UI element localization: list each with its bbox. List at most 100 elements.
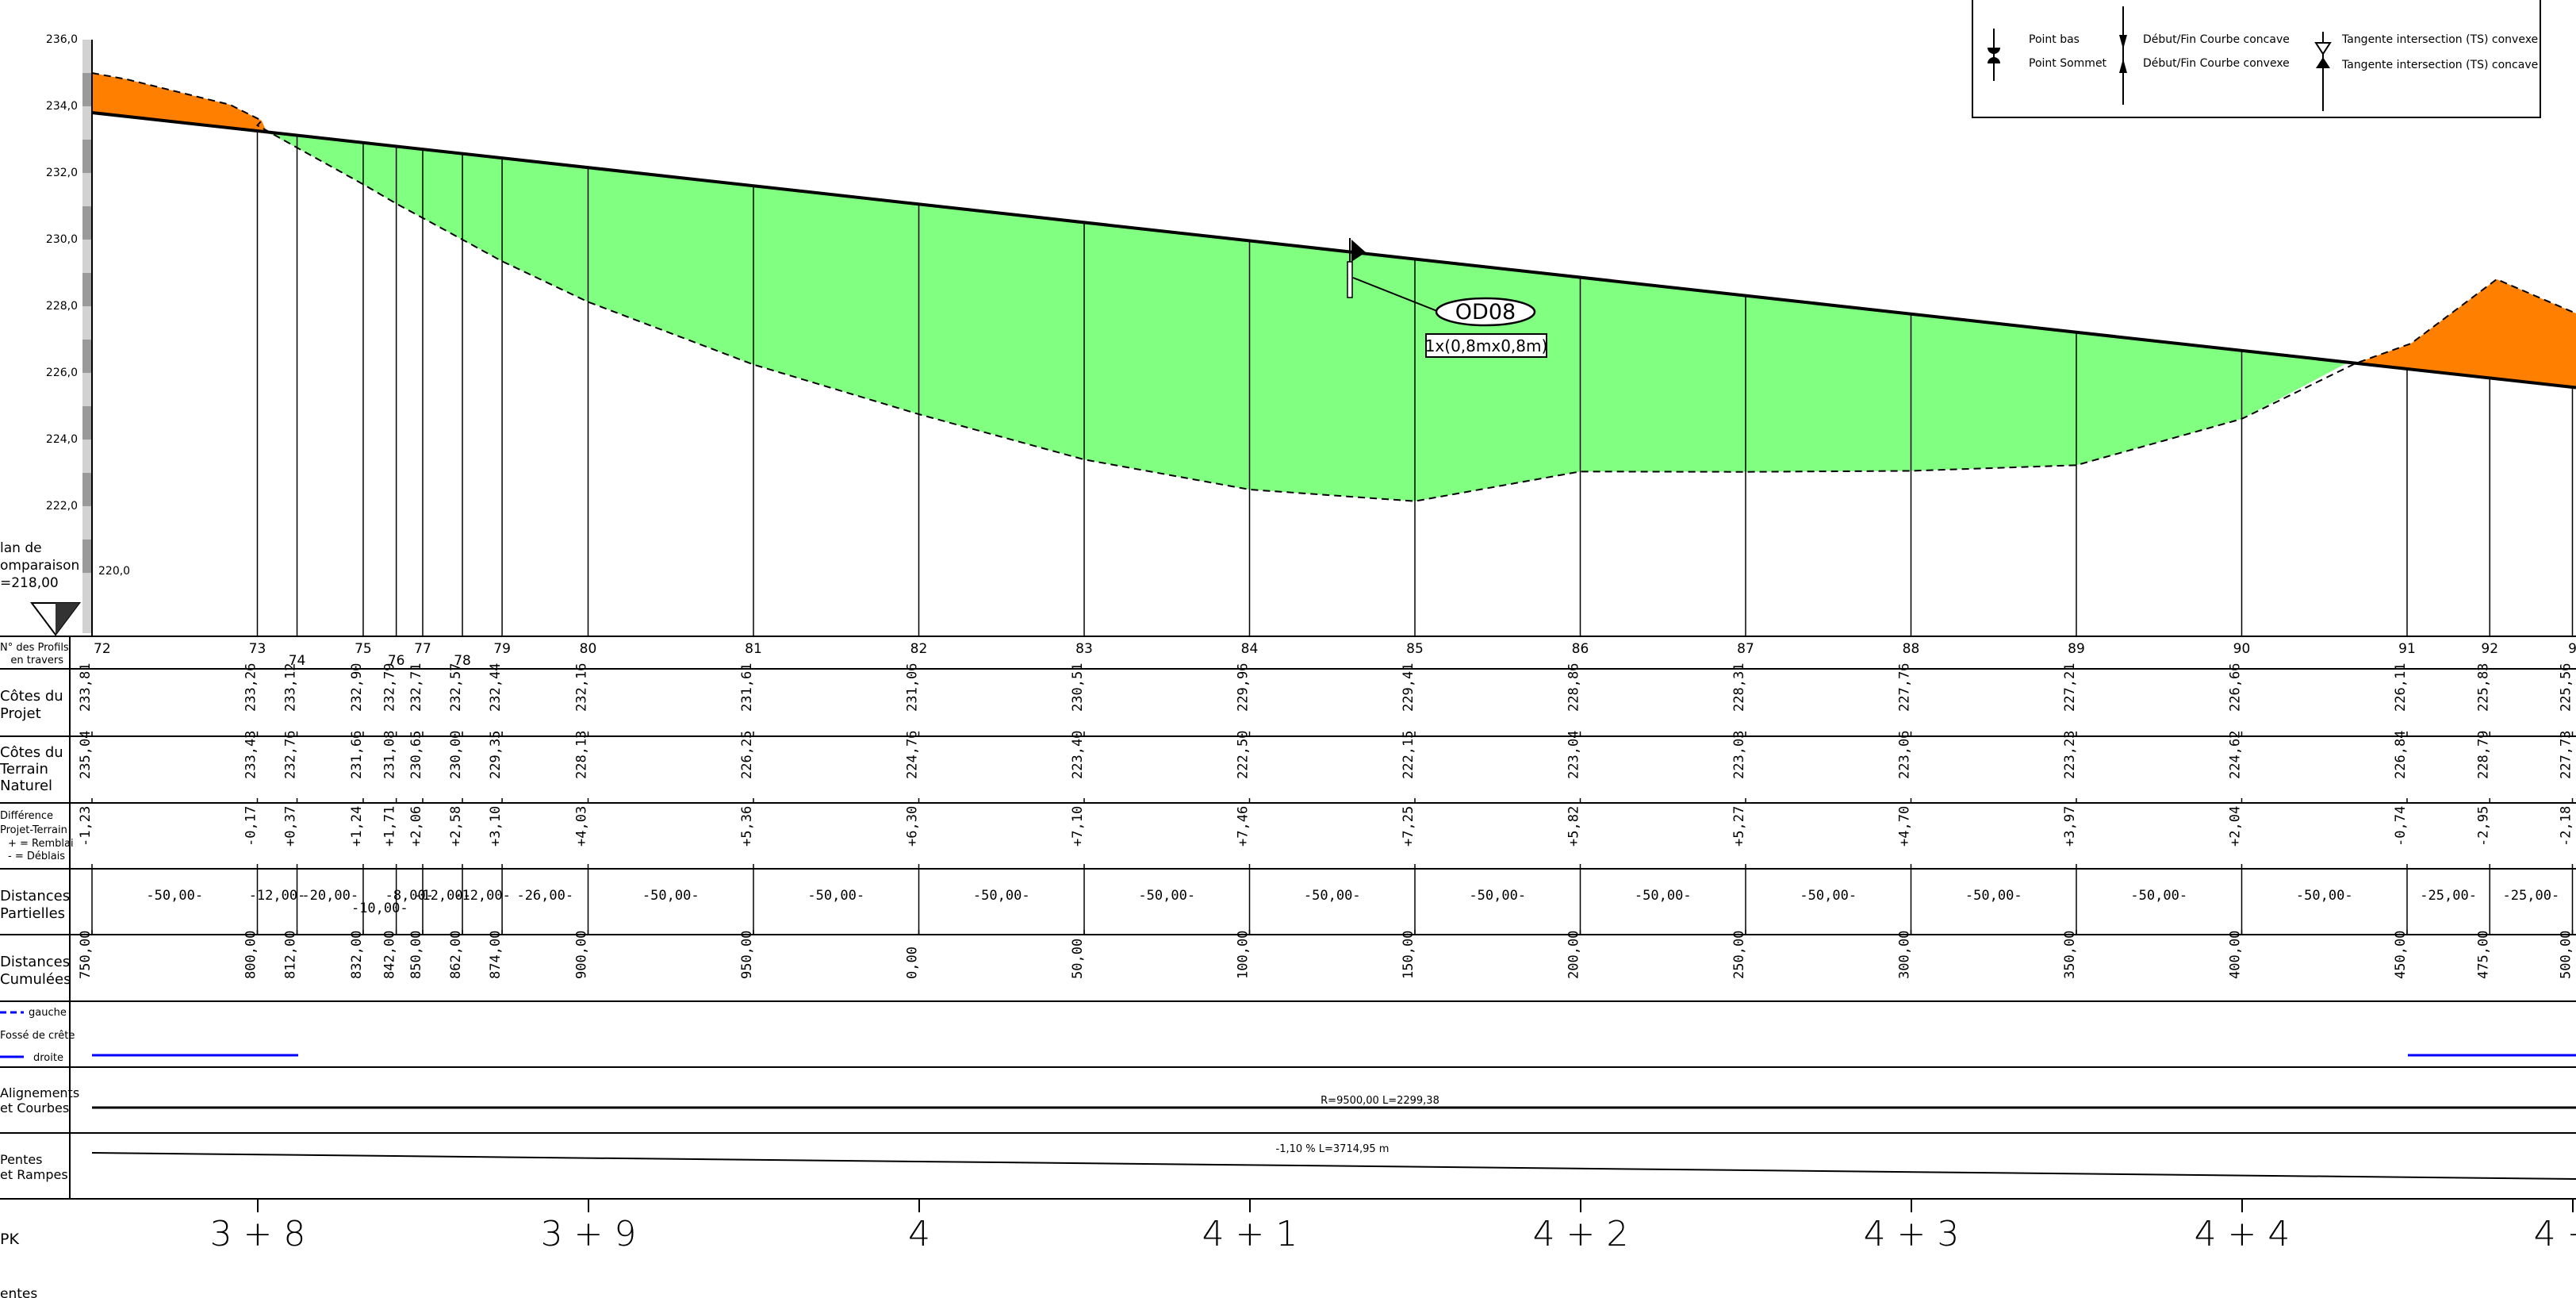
- partial-distance: -12,00-: [454, 888, 511, 904]
- row-label-projet: Projet: [0, 705, 41, 722]
- cell-projet: 228,31: [1731, 663, 1747, 712]
- cell-terrain: 235,04: [78, 731, 94, 779]
- profile-number: 83: [1075, 641, 1093, 657]
- earthworks-layer: [92, 73, 2576, 501]
- cell-projet: 231,06: [905, 663, 921, 712]
- structure-dims-box: [1425, 333, 1547, 358]
- partial-distance: -50,00-: [1138, 888, 1195, 904]
- cell-cumul: 842,00: [382, 931, 398, 979]
- cell-terrain: 223,06: [1897, 731, 1913, 779]
- profile-number: 87: [1737, 641, 1754, 657]
- profile-table-grid: [0, 636, 2576, 1200]
- partial-distance: -50,00-: [1965, 888, 2022, 904]
- cell-diff: -2,95: [2475, 806, 2491, 847]
- profile-number: 80: [580, 641, 597, 657]
- cell-diff: +3,10: [488, 806, 504, 847]
- cell-diff: +5,27: [1731, 806, 1747, 847]
- cell-terrain: 224,62: [2228, 731, 2244, 779]
- cell-cumul: 350,00: [2062, 931, 2078, 979]
- slope-label: -1,10 % L=3714,95 m: [1276, 1143, 1390, 1155]
- point-bas-icon: [1988, 48, 2000, 54]
- cell-projet: 227,21: [2062, 663, 2078, 712]
- cell-terrain: 228,79: [2475, 731, 2491, 779]
- partial-distance: -12,00-: [414, 888, 471, 904]
- cell-projet: 233,12: [283, 663, 299, 712]
- cell-terrain: 222,15: [1401, 731, 1416, 779]
- cell-terrain: 223,23: [2062, 731, 2078, 779]
- legend-ts-concave: Tangente intersection (TS) concave: [2341, 59, 2538, 71]
- cell-projet: 226,66: [2228, 663, 2244, 712]
- cell-terrain: 230,65: [408, 731, 424, 779]
- row-label-pk: PK: [0, 1231, 19, 1248]
- cell-projet: 226,11: [2393, 663, 2409, 712]
- ts-convexe-icon: [2314, 42, 2332, 56]
- partial-distance: -10,00-: [351, 901, 408, 916]
- cell-diff: +7,25: [1401, 806, 1416, 847]
- cell-cumul: 400,00: [2228, 931, 2244, 979]
- cell-diff: +7,10: [1070, 806, 1086, 847]
- partial-distance: -12,00-: [249, 888, 306, 904]
- profile-number: 75: [355, 641, 372, 657]
- cell-cumul: 832,00: [349, 931, 365, 979]
- cell-diff: +5,82: [1566, 806, 1582, 847]
- row-label-difference: - = Déblais: [8, 851, 65, 862]
- cell-cumul: 450,00: [2393, 931, 2409, 979]
- cell-diff: +2,58: [448, 806, 464, 847]
- profile-table: 72233,81235,04-1,23750,0073233,26233,43-…: [78, 641, 2576, 979]
- datum-triangle-fill: [56, 603, 79, 635]
- structure-label-ellipse: [1435, 297, 1536, 327]
- cell-projet: 232,16: [574, 663, 590, 712]
- cell-terrain: 223,04: [1566, 731, 1582, 779]
- cell-diff: +2,04: [2228, 806, 2244, 847]
- row-label-difference: Projet-Terrain: [0, 824, 67, 836]
- elevation-tick-label: 228,0: [46, 300, 78, 313]
- cell-diff: +4,70: [1897, 806, 1913, 847]
- profile-number: 92: [2481, 641, 2498, 657]
- cell-cumul: 200,00: [1566, 931, 1582, 979]
- elevation-scale: 236,0 234,0 232,0 230,0 228,0 226,0 224,…: [0, 33, 130, 636]
- elevation-tick-label: 234,0: [46, 100, 78, 113]
- partial-distance: -50,00-: [1800, 888, 1857, 904]
- cut-fill: [2348, 279, 2576, 388]
- cell-diff: -0,17: [243, 806, 259, 847]
- elevation-tick-label: 224,0: [46, 433, 78, 446]
- cell-diff: +6,30: [905, 806, 921, 847]
- comparison-plane-line: =218,00: [0, 575, 59, 591]
- cell-projet: 233,81: [78, 663, 94, 712]
- cell-projet: 232,57: [448, 663, 464, 712]
- row-label-profils: N° des Profils: [0, 642, 69, 654]
- profile-number: 81: [745, 641, 762, 657]
- cell-projet: 233,26: [243, 663, 259, 712]
- cell-terrain: 230,00: [448, 731, 464, 779]
- row-label-pentes: et Rampes: [0, 1167, 68, 1182]
- cell-diff: -0,74: [2393, 806, 2409, 847]
- cell-cumul: 950,00: [739, 931, 755, 979]
- row-label-cumulees: Cumulées: [0, 971, 71, 988]
- cell-cumul: 874,00: [488, 931, 504, 979]
- cell-projet: 232,79: [382, 663, 398, 712]
- cell-cumul: 862,00: [448, 931, 464, 979]
- legend-convexe: Début/Fin Courbe convexe: [2143, 57, 2290, 70]
- cell-diff: +4,03: [574, 806, 590, 847]
- profile-number: 90: [2233, 641, 2251, 657]
- cell-terrain: 226,84: [2393, 731, 2409, 779]
- cell-projet: 229,96: [1236, 663, 1252, 712]
- pk-label: 4 +: [2534, 1214, 2576, 1254]
- profile-lines: [91, 40, 2574, 636]
- row-label-pentes: Pentes: [0, 1152, 43, 1167]
- cell-projet: 230,51: [1070, 663, 1086, 712]
- row-label-alignements: Alignements: [0, 1085, 79, 1100]
- cell-diff: +3,97: [2062, 806, 2078, 847]
- comparison-plane-line: lan de: [0, 540, 42, 556]
- cell-cumul: 50,00: [1070, 939, 1086, 979]
- row-label-terrain: Naturel: [0, 778, 52, 794]
- cell-projet: 232,90: [349, 663, 365, 712]
- cell-cumul: 0,00: [905, 947, 921, 979]
- natural-terrain-line: [91, 72, 2576, 502]
- cell-terrain: 233,43: [243, 731, 259, 779]
- profile-number: 72: [94, 641, 111, 657]
- profile-number: 88: [1903, 641, 1920, 657]
- elevation-tick-label: 222,0: [46, 500, 78, 513]
- legend-ts-convexe: Tangente intersection (TS) convexe: [2341, 33, 2538, 46]
